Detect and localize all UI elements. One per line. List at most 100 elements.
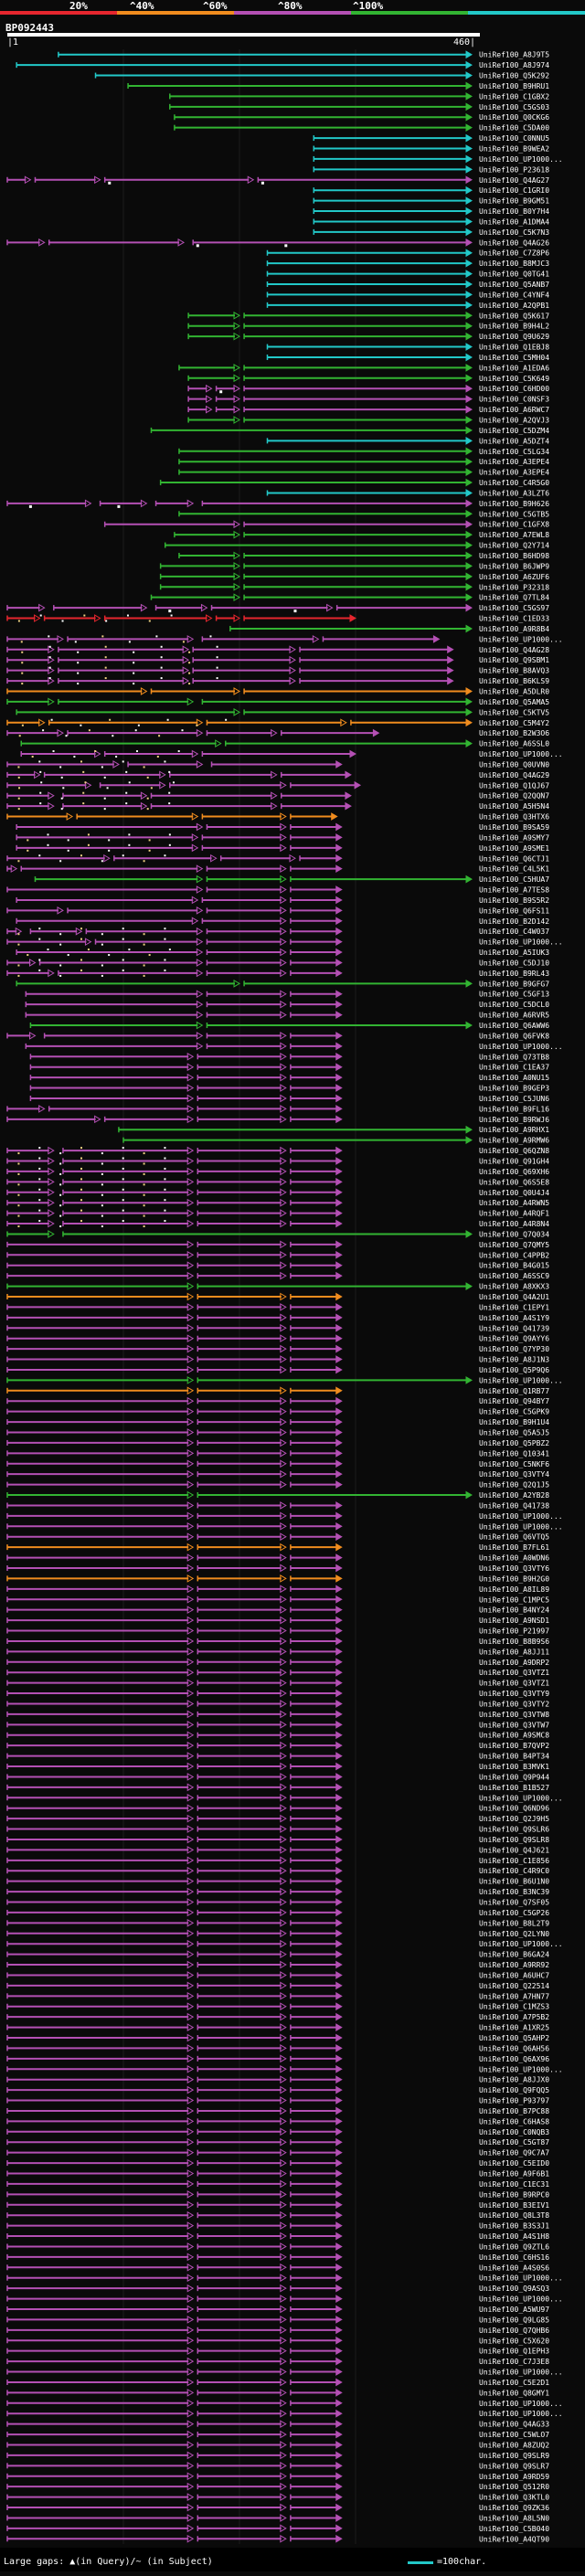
hit-row[interactable]: UniRef100_Q7SF05 [6, 1898, 549, 1907]
hit-label[interactable]: UniRef100_A1EDA6 [479, 364, 549, 372]
hit-label[interactable]: UniRef100_C5K7N3 [479, 228, 549, 237]
hit-row[interactable]: UniRef100_C5DZM4 [150, 426, 549, 435]
hit-row[interactable]: UniRef100_A1DMA4 [313, 217, 549, 226]
hit-row[interactable]: UniRef100_Q5ANB7 [266, 280, 549, 289]
hit-label[interactable]: UniRef100_Q91GH4 [479, 1158, 549, 1166]
hit-label[interactable]: UniRef100_A9R8B4 [479, 625, 549, 633]
hit-label[interactable]: UniRef100_C0NQB3 [479, 2128, 549, 2136]
hit-row[interactable]: UniRef100_UP1000... [6, 938, 563, 947]
hit-label[interactable]: UniRef100_A4S1H8 [479, 2232, 549, 2241]
hit-label[interactable]: UniRef100_B1B527 [479, 1784, 549, 1792]
hit-label[interactable]: UniRef100_UP1000... [479, 1794, 563, 1802]
hit-label[interactable]: UniRef100_Q9SBM1 [479, 656, 549, 664]
hit-row[interactable]: UniRef100_Q9LG85 [6, 2316, 549, 2324]
hit-row[interactable]: UniRef100_A6UHC7 [6, 1971, 549, 1979]
hit-row[interactable]: UniRef100_A6RVR5 [25, 1011, 549, 1020]
hit-row[interactable]: UniRef100_C5GT87 [6, 2137, 549, 2147]
hit-label[interactable]: UniRef100_UP1000... [479, 1043, 563, 1051]
hit-row[interactable]: UniRef100_Q6VTQ5 [6, 1532, 549, 1542]
hit-row[interactable]: UniRef100_A9F6B1 [6, 2169, 549, 2178]
hit-label[interactable]: UniRef100_A8JJX0 [479, 2076, 549, 2084]
hit-row[interactable]: UniRef100_Q6AX96 [6, 2054, 549, 2063]
hit-row[interactable]: UniRef100_A8L5N0 [6, 2514, 549, 2522]
hit-label[interactable]: UniRef100_B3NC39 [479, 1888, 549, 1896]
hit-row[interactable]: UniRef100_C5GPK9 [6, 1407, 549, 1416]
hit-row[interactable]: UniRef100_UP1000... [6, 1376, 563, 1384]
hit-label[interactable]: UniRef100_UP1000... [479, 155, 563, 164]
hit-row[interactable]: UniRef100_A9RR92 [6, 1960, 549, 1969]
hit-row[interactable]: UniRef100_C1GRI0 [313, 186, 549, 195]
hit-row[interactable]: UniRef100_B9H2G0 [6, 1574, 549, 1583]
hit-label[interactable]: UniRef100_B9S5R2 [479, 896, 549, 905]
hit-row[interactable]: UniRef100_B7PC88 [6, 2106, 549, 2115]
hit-row[interactable]: UniRef100_C1EPY1 [6, 1303, 549, 1311]
hit-label[interactable]: UniRef100_Q3VTY4 [479, 1470, 549, 1479]
hit-row[interactable]: UniRef100_B9GFG7 [16, 979, 549, 988]
hit-row[interactable]: UniRef100_Q6QZN8 [6, 1146, 549, 1155]
hit-label[interactable]: UniRef100_C5K649 [479, 375, 549, 383]
hit-label[interactable]: UniRef100_Q1RB77 [479, 1387, 549, 1395]
hit-label[interactable]: UniRef100_A0NU15 [479, 1074, 549, 1082]
hit-row[interactable]: UniRef100_B9HRU1 [127, 81, 549, 90]
hit-row[interactable]: UniRef100_A5WU97 [6, 2305, 549, 2314]
hit-row[interactable]: UniRef100_Q2QQN7 [6, 791, 549, 800]
hit-row[interactable]: UniRef100_A7P5B2 [6, 2012, 549, 2021]
hit-label[interactable]: UniRef100_A3EPE4 [479, 469, 549, 477]
hit-label[interactable]: UniRef100_Q1EBJ8 [479, 344, 549, 352]
hit-label[interactable]: UniRef100_Q9AYY6 [479, 1335, 549, 1343]
hit-row[interactable]: UniRef100_C1EC31 [6, 2179, 549, 2189]
hit-label[interactable]: UniRef100_A0WDN6 [479, 1554, 549, 1563]
hit-label[interactable]: UniRef100_A6UHC7 [479, 1971, 549, 1979]
hit-label[interactable]: UniRef100_A5IUK3 [479, 949, 549, 957]
hit-label[interactable]: UniRef100_C5GT87 [479, 2138, 549, 2147]
hit-row[interactable]: UniRef100_A8JJX0 [6, 2075, 549, 2084]
hit-label[interactable]: UniRef100_B9H1U4 [479, 1418, 549, 1426]
hit-row[interactable]: UniRef100_Q9SBM1 [6, 655, 549, 664]
hit-label[interactable]: UniRef100_Q69XH6 [479, 1168, 549, 1176]
hit-row[interactable]: UniRef100_B9H1U4 [6, 1417, 549, 1426]
hit-row[interactable]: UniRef100_B9WEA2 [313, 144, 549, 154]
hit-row[interactable]: UniRef100_Q9SLR8 [6, 1835, 549, 1844]
hit-row[interactable]: UniRef100_A8XKX3 [6, 1282, 549, 1291]
hit-row[interactable]: UniRef100_C4L5K1 [6, 864, 549, 874]
hit-row[interactable]: UniRef100_Q4AG29 [6, 770, 549, 779]
hit-row[interactable]: UniRef100_UP1000... [6, 2274, 563, 2283]
hit-row[interactable]: UniRef100_UP1000... [6, 2064, 563, 2073]
hit-row[interactable]: UniRef100_Q6S5E8 [6, 1177, 549, 1186]
hit-row[interactable]: UniRef100_A6SSC9 [6, 1271, 549, 1280]
hit-label[interactable]: UniRef100_Q7SF05 [479, 1899, 549, 1907]
hit-label[interactable]: UniRef100_B4NY24 [479, 1606, 549, 1615]
hit-row[interactable]: UniRef100_Q9SLR9 [6, 2451, 549, 2460]
hit-label[interactable]: UniRef100_UP1000... [479, 938, 563, 947]
hit-label[interactable]: UniRef100_C0NSF3 [479, 396, 549, 404]
hit-row[interactable]: UniRef100_B6JWP9 [159, 562, 550, 570]
hit-row[interactable]: UniRef100_Q9P944 [6, 1773, 549, 1781]
hit-row[interactable]: UniRef100_Q6AH56 [6, 2044, 549, 2052]
hit-label[interactable]: UniRef100_C6HD00 [479, 385, 549, 393]
hit-row[interactable]: UniRef100_C5GP26 [6, 1908, 549, 1917]
hit-label[interactable]: UniRef100_A4RQF1 [479, 1210, 549, 1218]
hit-row[interactable]: UniRef100_C7Z8P6 [266, 249, 549, 258]
hit-label[interactable]: UniRef100_Q9LG85 [479, 2316, 549, 2324]
hit-label[interactable]: UniRef100_C5DCL0 [479, 1001, 549, 1009]
hit-label[interactable]: UniRef100_A9RR92 [479, 1961, 549, 1969]
hit-label[interactable]: UniRef100_A4RWN5 [479, 1199, 549, 1207]
hit-label[interactable]: UniRef100_UP1000... [479, 2065, 563, 2073]
hit-label[interactable]: UniRef100_Q6CTJ1 [479, 854, 549, 863]
hit-label[interactable]: UniRef100_UP1000... [479, 1512, 563, 1521]
hit-row[interactable]: UniRef100_B8B9S6 [6, 1637, 549, 1646]
hit-row[interactable]: UniRef100_A7TES8 [6, 885, 549, 895]
hit-row[interactable]: UniRef100_B8MJC3 [266, 259, 549, 268]
hit-label[interactable]: UniRef100_Q4AG27 [479, 176, 549, 185]
hit-label[interactable]: UniRef100_C7Z8P6 [479, 249, 549, 258]
hit-label[interactable]: UniRef100_B7FL61 [479, 1543, 549, 1552]
hit-row[interactable]: UniRef100_Q7YP30 [6, 1344, 549, 1353]
hit-row[interactable]: UniRef100_C4W037 [6, 927, 549, 936]
hit-label[interactable]: UniRef100_Q9P944 [479, 1773, 549, 1781]
hit-row[interactable]: UniRef100_C1ED33 [6, 614, 549, 623]
hit-label[interactable]: UniRef100_Q6AWW6 [479, 1022, 549, 1030]
hit-label[interactable]: UniRef100_Q9ZK36 [479, 2504, 549, 2512]
hit-row[interactable]: UniRef100_UP1000... [20, 749, 563, 758]
hit-label[interactable]: UniRef100_Q9SLR7 [479, 2462, 549, 2470]
hit-label[interactable]: UniRef100_Q3VTY6 [479, 1564, 549, 1573]
